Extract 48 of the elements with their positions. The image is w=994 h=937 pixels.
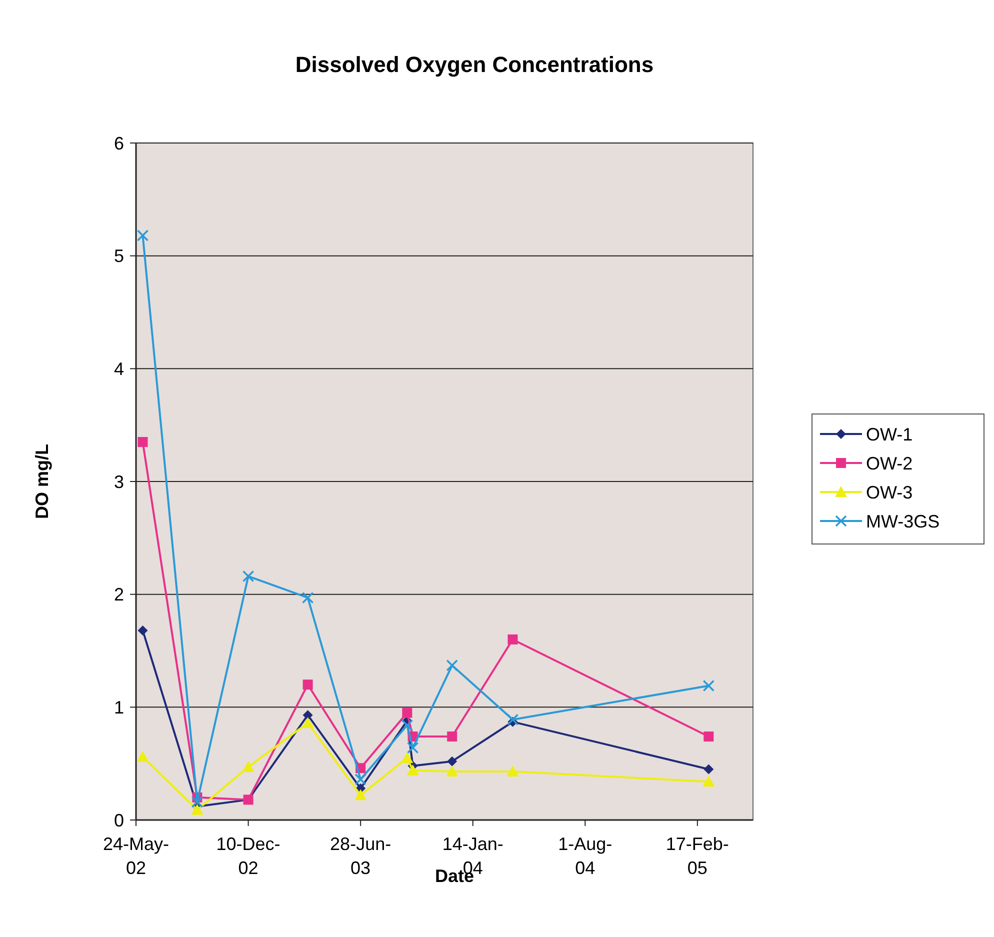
legend-label: MW-3GS bbox=[866, 511, 940, 532]
point bbox=[242, 760, 254, 772]
point bbox=[138, 437, 148, 448]
legend-label: OW-1 bbox=[866, 424, 913, 444]
x-tick-label: 1-Aug-04 bbox=[558, 834, 612, 878]
x-tick-label: 17-Feb-05 bbox=[666, 834, 729, 878]
y-axis-title: DO mg/L bbox=[32, 444, 52, 519]
point bbox=[506, 714, 519, 726]
y-tick-label: 1 bbox=[114, 697, 124, 718]
point bbox=[508, 634, 518, 644]
point bbox=[446, 660, 458, 672]
y-tick-label: 4 bbox=[114, 358, 124, 379]
y-tick-label: 6 bbox=[114, 133, 124, 154]
point bbox=[138, 625, 148, 636]
point bbox=[704, 732, 714, 742]
chart-title: Dissolved Oxygen Concentrations bbox=[295, 52, 654, 77]
legend-label: OW-2 bbox=[866, 453, 913, 474]
point bbox=[302, 716, 314, 728]
legend-label: OW-3 bbox=[866, 482, 913, 502]
x-tick-label: 28-Jun-03 bbox=[330, 834, 392, 878]
point bbox=[402, 708, 412, 718]
point bbox=[191, 796, 204, 808]
point bbox=[702, 776, 715, 787]
point bbox=[242, 570, 254, 582]
y-tick-label: 0 bbox=[114, 810, 124, 830]
point bbox=[401, 719, 414, 732]
y-tick-label: 2 bbox=[114, 584, 124, 605]
x-tick-label: 24-May-02 bbox=[102, 834, 170, 878]
point bbox=[401, 752, 414, 763]
y-tick-label: 5 bbox=[114, 246, 124, 266]
point bbox=[136, 750, 149, 762]
point bbox=[406, 764, 419, 776]
point bbox=[447, 756, 458, 766]
x-tick-label: 10-Dec-02 bbox=[216, 834, 280, 878]
y-tick-label: 3 bbox=[114, 472, 124, 492]
point bbox=[136, 230, 149, 242]
point bbox=[446, 765, 458, 776]
point bbox=[406, 742, 419, 754]
point bbox=[302, 592, 314, 604]
point bbox=[506, 765, 519, 776]
point bbox=[354, 773, 366, 786]
point bbox=[354, 789, 367, 800]
point bbox=[702, 680, 715, 692]
point bbox=[447, 732, 458, 742]
point bbox=[191, 804, 204, 815]
point bbox=[704, 764, 714, 774]
point bbox=[302, 710, 313, 720]
point bbox=[302, 680, 313, 690]
